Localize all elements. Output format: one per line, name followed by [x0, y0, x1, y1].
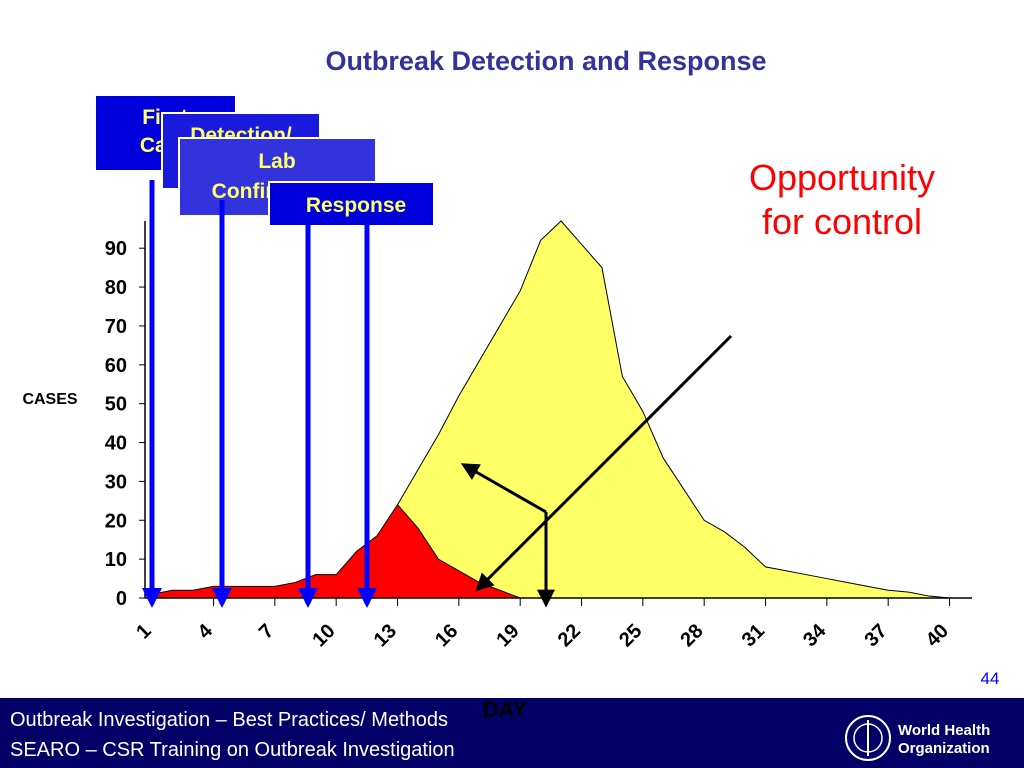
arrows: [460, 334, 733, 608]
x-tick-label: 22: [554, 620, 585, 651]
x-tick-label: 40: [922, 620, 953, 651]
x-axis-label: DAY: [483, 697, 528, 722]
y-axis-label: CASES: [22, 391, 77, 408]
y-tick-label: 0: [116, 588, 127, 610]
x-tick-label: 28: [676, 620, 707, 651]
chart-title: Outbreak Detection and Response: [325, 46, 766, 76]
plot: 0 10 20 30 40 50 60 70 80 90 1 4 7 10 13 16 19 22 25 28 31 34…: [105, 220, 972, 651]
x-tick-label: 16: [431, 620, 462, 651]
x-tick-label: 4: [194, 619, 218, 643]
y-tick-label: 60: [105, 355, 127, 377]
y-tick-label: 80: [105, 277, 127, 299]
logo-text: World Health: [898, 722, 990, 739]
event-label: Response: [306, 194, 406, 217]
slide-number: 44: [981, 669, 1000, 688]
x-tick-label: 37: [860, 620, 891, 651]
label-line: for control: [762, 201, 922, 242]
annotation: Opportunity for control: [749, 157, 935, 242]
y-tick-label: 50: [105, 394, 127, 416]
y-tick-label: 30: [105, 471, 127, 493]
y-tick-label: 40: [105, 433, 127, 455]
area: [151, 503, 521, 599]
arrow: [475, 334, 733, 592]
x-tick-label: 19: [492, 620, 523, 651]
footer-text: SEARO – CSR Training on Outbreak Investi…: [10, 739, 455, 761]
area: [396, 220, 950, 599]
y-tick-label: 10: [105, 549, 127, 571]
x-tick-label: 1: [132, 620, 155, 643]
arrow: [460, 463, 547, 514]
y-tick-label: 90: [105, 238, 127, 260]
x-tick-label: 31: [738, 620, 769, 651]
x-tick-label: 25: [615, 620, 646, 651]
label-line: Opportunity: [749, 157, 935, 198]
x-tick-label: 10: [308, 620, 339, 651]
x-tick-label: 13: [370, 620, 401, 651]
y-tick-label: 70: [105, 316, 127, 338]
y-tick-label: 20: [105, 510, 127, 532]
event-box: [268, 181, 435, 227]
label-line: Lab: [258, 150, 295, 173]
x-tick-label: 34: [799, 619, 831, 651]
event-lines: [142, 180, 377, 608]
footer-text: Outbreak Investigation – Best Practices/…: [10, 709, 448, 731]
footer-bar: [0, 698, 1024, 768]
x-tick-label: 7: [255, 620, 278, 643]
who-logo: [845, 715, 891, 761]
logo-text: Organization: [898, 740, 990, 757]
